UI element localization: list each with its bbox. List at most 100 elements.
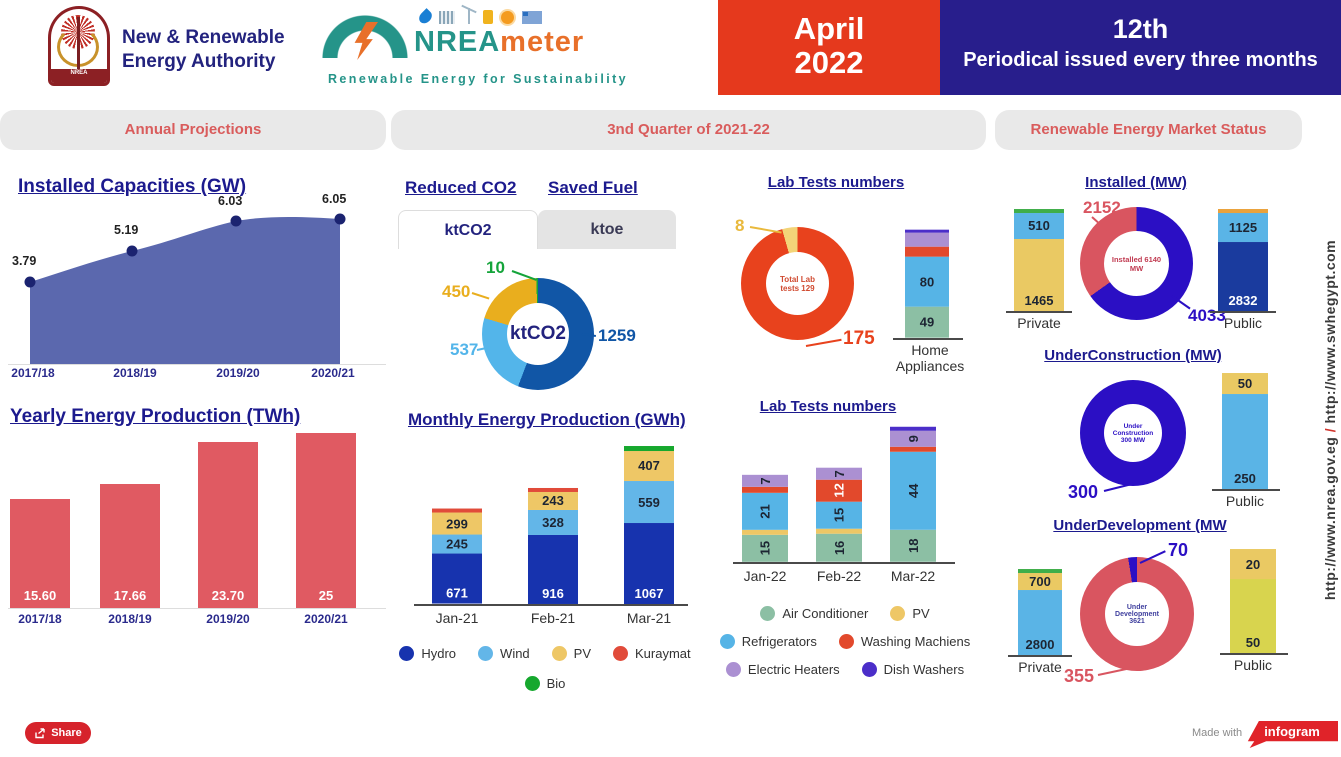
donut-center-label: Under Development 3621 <box>1115 603 1159 625</box>
legend-dot <box>478 646 494 661</box>
infogram-badge[interactable]: infogram <box>1247 721 1338 748</box>
bar-segment: 15 <box>742 535 788 562</box>
legend-item: Dish Washers <box>861 662 964 677</box>
bar-segment <box>528 487 578 492</box>
swh-url[interactable]: http://www.swhegypt.com <box>1322 239 1338 424</box>
private-label: Private <box>1018 659 1062 675</box>
monthly-legend-row2: Bio <box>400 676 690 691</box>
issue-caption: Periodical issued every three months <box>963 49 1318 71</box>
legend-label: Air Conditioner <box>782 606 869 621</box>
legend-dot <box>760 606 776 621</box>
bar-value-label: 15.60 <box>23 588 57 603</box>
segment-value-label: 250 <box>1234 471 1256 486</box>
reduced-co2-link[interactable]: Reduced CO2 <box>405 178 517 197</box>
legend-dot <box>890 606 906 621</box>
donut-label-hydro: 1259 <box>598 326 636 345</box>
public-label: Public <box>1225 493 1265 509</box>
legend-item: Kuraymat <box>613 646 691 661</box>
development-public-bar: 50 20 <box>1230 549 1276 653</box>
bar-segment: 916 <box>528 534 578 604</box>
legend-dot <box>719 634 735 649</box>
legend-item: Washing Machiens <box>838 634 970 649</box>
legend-dot <box>524 676 540 691</box>
installed-mw-title: Installed (MW) <box>1085 174 1187 191</box>
legend-item: Hydro <box>399 646 456 661</box>
development-private-bar: 2800 700 <box>1018 569 1062 655</box>
segment-value-label: 1465 <box>1024 293 1054 308</box>
monthly-x-label: Feb-21 <box>530 610 576 626</box>
nrea-logo-tower-icon <box>77 17 80 69</box>
donut-center-label: Total Lab tests 129 <box>780 274 815 293</box>
saved-fuel-link[interactable]: Saved Fuel <box>548 178 638 197</box>
area-x-label: 2020/21 <box>311 366 355 380</box>
segment-value-label: 9 <box>905 434 921 442</box>
installed-public-bar: 2832 1125 <box>1218 209 1268 311</box>
issue-month: April <box>793 11 865 46</box>
legend-item: Air Conditioner <box>760 606 868 621</box>
brand-wordmark: NREAmeter <box>414 26 584 59</box>
monthly-x-label: Jan-21 <box>435 610 479 626</box>
bar-segment: 50 <box>1230 579 1276 653</box>
yearly-production-title: Yearly Energy Production (TWh) <box>10 406 301 427</box>
donut-label-300: 300 <box>1068 482 1099 502</box>
yearly-x-label: 2020/21 <box>304 612 348 626</box>
bar-segment: 7 <box>742 474 788 488</box>
legend-item: PV <box>551 646 592 661</box>
bar-segment: 245 <box>432 534 482 554</box>
under-construction-donut: Under Construction 300 MW <box>1080 380 1186 486</box>
legend-item: Refrigerators <box>719 634 817 649</box>
tab-ktco2[interactable]: ktCO2 <box>398 210 538 249</box>
bar-segment: 49 <box>905 307 949 338</box>
donut-label-355: 355 <box>1064 666 1095 686</box>
sun-icon <box>501 11 514 24</box>
segment-value-label: 243 <box>542 493 564 509</box>
issue-number: 12th <box>1112 14 1169 44</box>
donut-label-4033: 4033 <box>1188 306 1226 325</box>
lab-x-label: Jan-22 <box>743 568 787 584</box>
legend-label: Kuraymat <box>635 646 691 661</box>
segment-value-label: 671 <box>446 586 468 601</box>
lab-tests-title-1: Lab Tests numbers <box>767 174 905 191</box>
nrea-url[interactable]: http://www.nrea.gov.eg <box>1322 436 1338 601</box>
lab-bar-jan22: 15 21 7 <box>742 474 788 562</box>
heater-icon <box>439 11 455 24</box>
share-button[interactable]: Share <box>25 722 91 744</box>
segment-value-label: 50 <box>1245 635 1261 650</box>
issue-year: 2022 <box>794 45 864 80</box>
legend-label: PV <box>912 606 930 621</box>
tab-ktoe[interactable]: ktoe <box>538 210 676 249</box>
bar-segment <box>890 446 936 452</box>
bar-segment: 7 <box>816 467 862 481</box>
x-axis-line <box>733 562 955 564</box>
bar-value-label: 25 <box>318 588 334 603</box>
home-appliances-label: Home Appliances <box>895 342 965 374</box>
legend-label: Hydro <box>421 646 457 661</box>
bar-segment: 16 <box>816 533 862 562</box>
segment-value-label: 2832 <box>1228 293 1258 308</box>
yearly-bar: 15.60 <box>10 498 70 608</box>
donut-center-label: ktCO2 <box>510 323 566 344</box>
donut-label-175: 175 <box>843 328 875 349</box>
area-point-label: 6.03 <box>218 194 243 208</box>
segment-value-label: 7 <box>757 477 773 485</box>
bar-segment <box>1218 209 1268 214</box>
org-name-line1: New & Renewable <box>122 27 285 48</box>
donut-label-2152: 2152 <box>1083 198 1121 217</box>
connector-line <box>749 226 782 234</box>
section-market-status: Renewable Energy Market Status <box>995 110 1302 150</box>
bar-segment: 15 <box>816 501 862 529</box>
yearly-bar: 17.66 <box>100 484 160 608</box>
legend-label: PV <box>573 646 592 661</box>
bar-segment <box>742 487 788 493</box>
lab-x-label: Feb-22 <box>816 568 862 584</box>
segment-value-label: 328 <box>542 514 564 530</box>
stacked-bar-jan21: 671 245 299 <box>432 508 482 604</box>
segment-value-label: 407 <box>638 458 660 474</box>
issue-info-box: 12th Periodical issued every three month… <box>940 0 1341 95</box>
yearly-x-label: 2018/19 <box>108 612 152 626</box>
legend-label: Bio <box>546 676 566 691</box>
donut-center: Total Lab tests 129 <box>766 252 829 315</box>
legend-label: Refrigerators <box>741 634 817 649</box>
legend-dot <box>838 634 854 649</box>
